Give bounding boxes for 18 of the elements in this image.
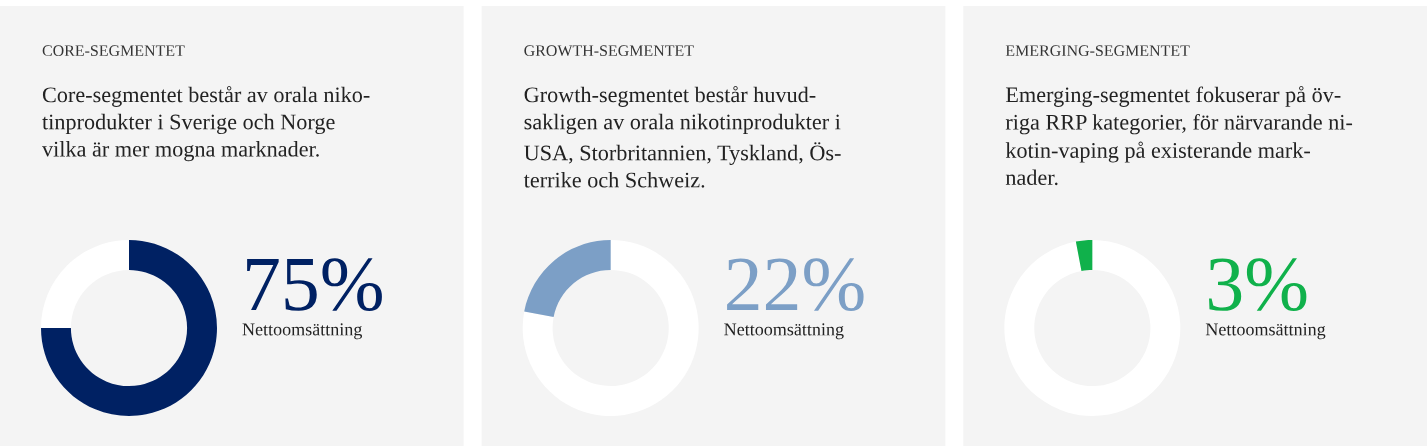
chart-subtitle: Core-segmentet består av orala niko- tinprodukter i Sverige och Norge vilka är mer mogna marknader. [42, 86, 370, 162]
donut-slice [1075, 240, 1093, 271]
text: 22% [727, 258, 864, 312]
donut-slice [522, 240, 699, 416]
donut-slice [41, 240, 129, 328]
chart-subtitle: Growth-segmentet består huvud- sakligen av orala nikotinprodukter i USA, Storbritannien, Tyskland, Ös- terrike och Schweiz. [523, 86, 841, 188]
text: Nettoomsättning [724, 323, 844, 340]
chart-title: CORE-SEGMENTET [42, 45, 185, 56]
donut-slice [524, 240, 611, 318]
chart-title: GROWTH-SEGMENTET [524, 45, 694, 57]
text: Nettoomsättning [242, 323, 363, 340]
donut-slice [41, 240, 217, 416]
text: 3% [1209, 258, 1307, 312]
donut-slice [1004, 240, 1181, 416]
text: 75% [247, 258, 382, 312]
chart-subtitle: Emerging-segmentet fokuserar på öv- riga RRP kategorier, för närvarande ni- kotin-vaping på existerande mark- nader. [1005, 86, 1353, 186]
chart-title: EMERGING-SEGMENTET [1005, 45, 1190, 56]
text: Nettoomsättning [1205, 323, 1326, 340]
